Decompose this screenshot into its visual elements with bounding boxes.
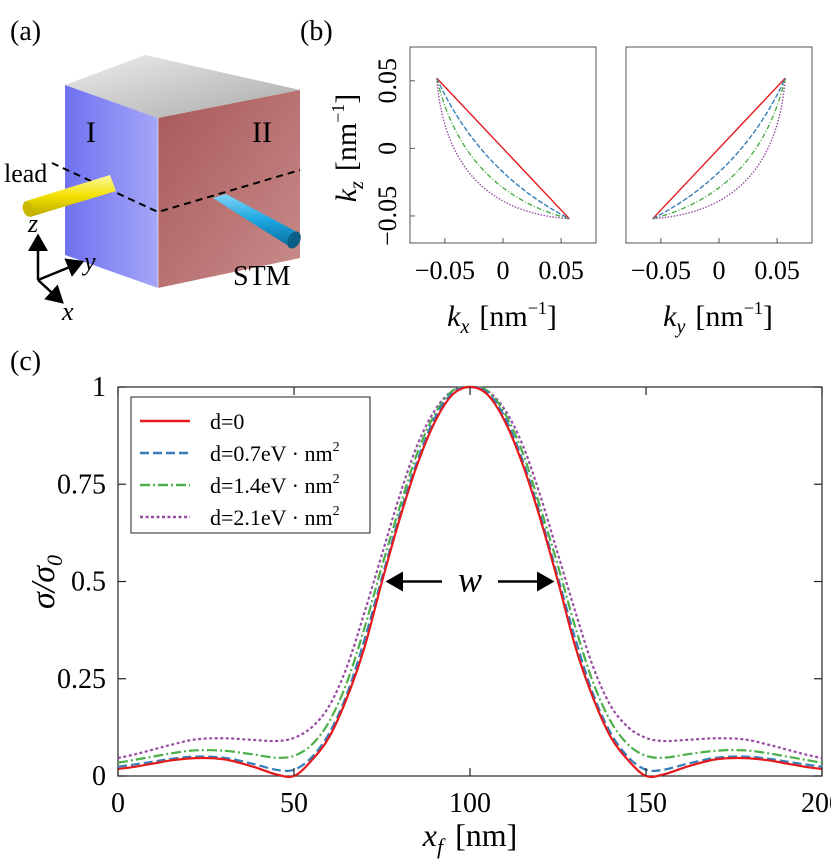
lead-label: lead — [4, 159, 47, 188]
region-1-label: I — [86, 116, 96, 149]
panel-c-label: (c) — [10, 346, 41, 377]
b-right-xtick-label: −0.05 — [631, 256, 691, 285]
c-xtick-label: 100 — [449, 788, 491, 819]
width-annotation: w — [385, 560, 555, 600]
stm-tip — [213, 194, 301, 249]
b-left-series-0 — [436, 77, 570, 220]
chart-b-left: −0.05 0 0.05 −0.05 0 0.05 kx [nm−1] kz[nm−1] — [328, 46, 597, 338]
legend-box — [130, 396, 371, 534]
c-ylabel: σ/σ0 — [25, 555, 67, 609]
b-right-xtick-label: 0.05 — [754, 256, 800, 285]
panel-a: (a) I II lead STM z y x — [4, 16, 301, 326]
b-right-series-1 — [652, 77, 786, 220]
b-left-series-3 — [436, 78, 570, 220]
c-ytick-label: 0.25 — [57, 664, 106, 695]
b-left-xlabel: kx [nm−1] — [447, 298, 557, 338]
axis-y-label: y — [81, 247, 96, 276]
cut-line — [51, 162, 301, 214]
b-left-ylabel: kz[nm−1] — [328, 94, 368, 203]
cube-top-face — [65, 55, 300, 118]
cube-face-region-2 — [158, 90, 300, 288]
plot-frame-b-left — [409, 46, 597, 244]
c-ytick-label: 0.5 — [71, 567, 106, 598]
w-label: w — [458, 560, 482, 600]
b-right-series-2 — [652, 77, 786, 220]
legend-label-0: d=0 — [210, 409, 244, 434]
c-xlabel: xf [nm] — [422, 817, 518, 859]
c-series-3 — [117, 385, 823, 760]
legend-label-3: d=2.1eV · nm2 — [210, 504, 340, 530]
stm-label: STM — [233, 261, 291, 292]
b-right-xtick-label: 0 — [713, 256, 726, 285]
panel-c: (c) 0 50 100 150 200 0 0.25 0.5 0.75 1 w d=0 d=0.… — [10, 346, 831, 859]
plot-frame-b-right — [625, 46, 813, 244]
b-right-xlabel: ky [nm−1] — [663, 298, 773, 338]
c-xtick-label: 0 — [111, 788, 125, 819]
b-left-ytick-label: −0.05 — [373, 186, 402, 246]
c-xtick-label: 200 — [801, 788, 831, 819]
c-xtick-label: 150 — [625, 788, 667, 819]
legend-label-2: d=1.4eV · nm2 — [210, 472, 340, 498]
axes-triad: z y x — [27, 209, 96, 326]
b-left-xtick-label: 0.05 — [538, 256, 584, 285]
b-left-series-2 — [436, 77, 570, 220]
legend-label-1: d=0.7eV · nm2 — [210, 440, 340, 466]
b-right-series-3 — [652, 78, 786, 220]
b-left-ytick-label: 0 — [373, 142, 402, 155]
legend: d=0 d=0.7eV · nm2 d=1.4eV · nm2 d=2.1eV · n… — [130, 396, 371, 534]
c-ytick-label: 1 — [92, 372, 106, 403]
axis-z-label: z — [27, 209, 38, 238]
panel-b: (b) −0.05 0 0.05 −0.05 0 0.05 kx [nm−1] kz[nm… — [300, 16, 813, 338]
lead-wire — [22, 175, 116, 217]
panel-a-label: (a) — [10, 16, 41, 47]
b-right-series-0 — [652, 77, 786, 220]
panel-b-label: (b) — [300, 16, 333, 47]
c-ytick-label: 0 — [92, 761, 106, 792]
region-2-label: II — [252, 116, 272, 149]
b-left-xtick-label: 0 — [497, 256, 510, 285]
b-left-ytick-label: 0.05 — [373, 58, 402, 104]
b-left-xtick-label: −0.05 — [415, 256, 475, 285]
c-ytick-label: 0.75 — [57, 469, 106, 500]
axis-x-label: x — [61, 297, 74, 326]
b-left-series-1 — [436, 77, 570, 220]
c-xtick-label: 50 — [280, 788, 308, 819]
chart-b-right: −0.05 0 0.05 ky [nm−1] — [625, 46, 813, 338]
